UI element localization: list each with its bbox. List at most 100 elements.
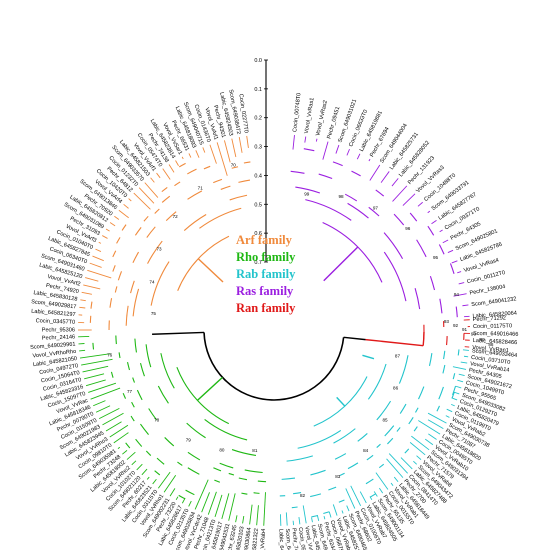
clade-arc — [164, 437, 175, 447]
leaf-label: Scom_649029961 — [30, 342, 76, 351]
clade-arc — [257, 480, 267, 483]
clade-arc — [231, 449, 257, 456]
bootstrap-value: 83 — [335, 474, 341, 479]
leaf-branch — [378, 487, 384, 494]
bootstrap-value: 75 — [151, 311, 157, 316]
leaf-branch — [386, 458, 404, 478]
clade-arc — [443, 350, 446, 360]
clade-arc — [150, 261, 170, 306]
clade-arc — [333, 428, 356, 444]
clade-arc — [365, 478, 374, 485]
leaf-branch — [163, 474, 177, 493]
root-arc — [203, 332, 345, 401]
leaf-label: Pechr_95306 — [42, 327, 75, 333]
clade-arc — [187, 467, 200, 475]
leaf-branch — [98, 407, 120, 420]
leaf-label: Labic_645821322 — [250, 528, 260, 550]
clade-arc — [132, 288, 140, 317]
clade-arc — [413, 426, 418, 432]
clade-arc — [387, 437, 394, 445]
leaf-label: Pechr_74208 — [290, 528, 299, 550]
clade-arc — [367, 363, 387, 400]
clade-arc — [185, 489, 195, 496]
clade-arc — [238, 477, 248, 481]
leaf-label: Vovol_VvRan1 — [472, 345, 509, 354]
scale-tick-label: 0.5 — [254, 202, 262, 208]
leaf-branch — [175, 496, 179, 501]
leaf-branch — [458, 282, 465, 285]
clade-arc — [174, 181, 181, 187]
leaf-branch — [105, 228, 110, 232]
leaf-branch — [98, 241, 102, 244]
arf-stem — [197, 258, 224, 283]
leaf-branch — [451, 397, 458, 401]
leaf-branch — [392, 185, 408, 202]
clade-arc — [220, 185, 231, 190]
leaf-branch — [413, 460, 418, 465]
leaf-branch — [175, 160, 179, 166]
leaf-label: Cocin_03457T0 — [36, 318, 76, 326]
clade-arc — [109, 298, 113, 308]
clade-arc — [154, 470, 161, 476]
bootstrap-value: 78 — [154, 418, 160, 423]
leaf-branch — [79, 353, 111, 359]
clade-arc — [140, 423, 149, 436]
clade-arc — [125, 305, 129, 326]
clade-arc — [178, 494, 186, 500]
clade-arc — [253, 492, 260, 494]
leaf-branch — [214, 494, 223, 518]
clade-arc — [132, 251, 140, 263]
leaf-branch — [238, 137, 243, 153]
clade-arc — [451, 392, 455, 399]
leaf-branch — [328, 511, 332, 518]
leaf-branch — [141, 468, 148, 476]
leaf-branch — [442, 239, 449, 244]
leaf-branch — [457, 379, 464, 383]
leaf-branch — [102, 235, 108, 239]
leaf-branch — [368, 158, 371, 162]
leaf-branch — [169, 488, 176, 497]
clade-arc — [204, 419, 248, 441]
clade-arc — [219, 462, 234, 469]
clade-arc — [384, 425, 395, 437]
leaf-branch — [346, 505, 350, 512]
leaf-branch — [460, 361, 468, 364]
bootstrap-value: 91 — [462, 327, 468, 332]
bootstrap-value: 74 — [149, 279, 155, 284]
scale-tick-label: 0.7 — [254, 260, 262, 266]
clade-arc — [145, 344, 152, 368]
clade-arc — [414, 288, 421, 310]
leaf-label: Cocin_00748T0 — [292, 93, 302, 133]
clade-arc — [457, 349, 460, 356]
leaf-branch — [388, 453, 409, 474]
bootstrap-value: 79 — [186, 437, 192, 442]
leaf-label: Cocin_05432T0 — [297, 527, 308, 550]
leaf-label: Scom_649016019 — [284, 528, 293, 550]
leaf-branch — [302, 505, 307, 524]
leaf-branch — [123, 203, 129, 209]
leaf-branch — [411, 435, 430, 451]
clade-arc — [323, 511, 330, 515]
leaf-branch — [322, 141, 329, 160]
leaf-branch — [181, 156, 184, 160]
ras-stem — [323, 246, 359, 282]
leaf-branch — [311, 517, 313, 523]
root-branch — [152, 331, 205, 335]
bootstrap-value: 73 — [157, 246, 163, 251]
leaf-branch — [79, 306, 86, 309]
clade-arc — [187, 451, 201, 461]
leaf-branch — [391, 178, 399, 187]
leaf-branch — [221, 493, 230, 520]
leaf-branch — [418, 420, 441, 435]
clade-arc — [228, 472, 235, 476]
leaf-label: Pechr_24146 — [42, 334, 75, 341]
leaf-branch — [138, 187, 155, 204]
clade-arc — [115, 335, 117, 345]
clade-arc — [243, 161, 251, 164]
clade-arc — [156, 457, 165, 465]
leaf-branch — [256, 505, 259, 526]
clade-arc — [147, 240, 163, 264]
clade-arc — [293, 492, 302, 495]
leaf-branch — [109, 424, 129, 438]
bootstrap-value: 94 — [454, 292, 460, 297]
